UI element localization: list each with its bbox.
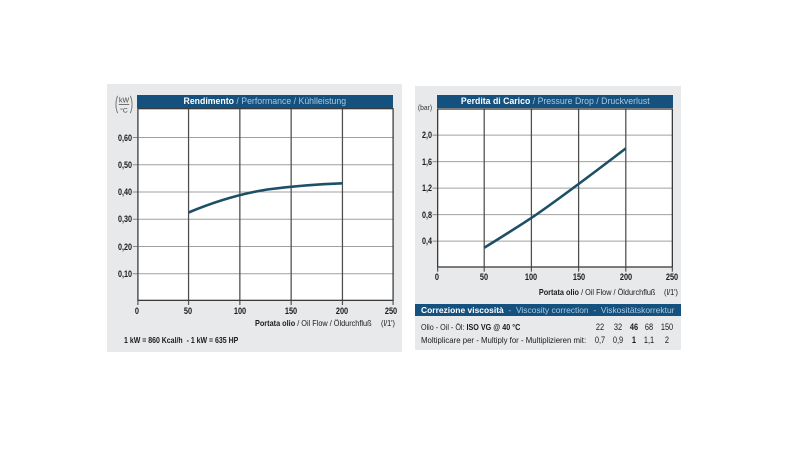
svg-text:kW: kW: [118, 97, 129, 104]
svg-text:°C: °C: [120, 106, 128, 113]
